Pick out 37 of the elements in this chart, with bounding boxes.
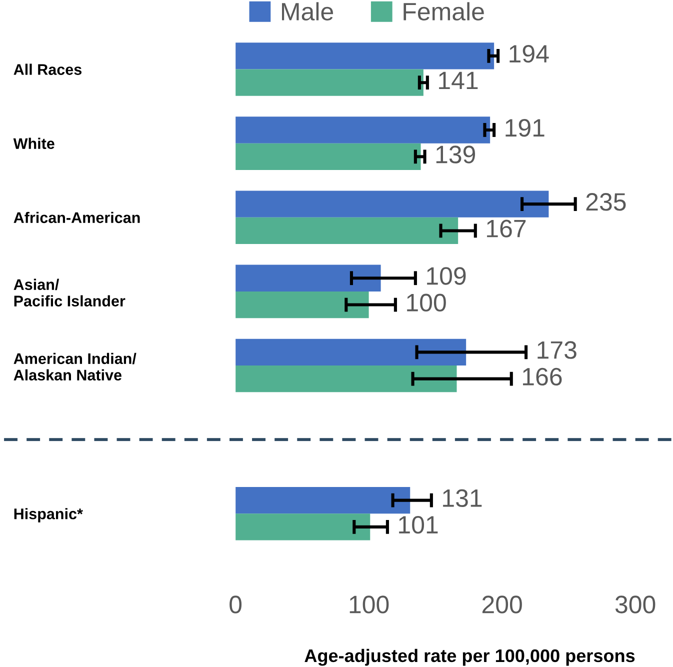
bar: [236, 190, 549, 218]
bar: [236, 514, 370, 540]
data-label: 141: [439, 72, 478, 90]
x-tick-label: 200: [482, 596, 522, 614]
x-tick-label: 300: [615, 596, 656, 614]
y-tick-label: All Races: [14, 64, 82, 75]
bar: [236, 143, 421, 170]
data-label: 101: [399, 516, 438, 534]
data-label: 100: [407, 294, 446, 312]
data-label: 131: [443, 489, 482, 508]
y-tick-label: White: [13, 138, 54, 150]
bar: [236, 116, 490, 144]
bar: [236, 69, 424, 96]
legend-label: Female: [404, 2, 484, 21]
bar: [236, 264, 381, 292]
data-label: 109: [427, 267, 466, 285]
x-axis-title: Age-adjusted rate per 100,000 persons: [304, 648, 635, 666]
bar: [236, 217, 458, 244]
data-label: 235: [586, 193, 626, 211]
data-label: 139: [436, 146, 476, 164]
bar: [236, 338, 466, 366]
data-label: 173: [538, 341, 576, 359]
y-tick-label: Asian/ Pacific Islander: [14, 278, 126, 306]
bar: [236, 486, 410, 514]
x-tick-label: 100: [350, 596, 389, 614]
y-tick-label: African-American: [14, 212, 140, 224]
bar: [236, 366, 457, 392]
legend-label: Male: [282, 2, 334, 21]
data-label: 167: [487, 220, 526, 238]
y-tick-label: American Indian/ Alaskan Native: [14, 352, 136, 381]
y-tick-label: Hispanic*: [14, 508, 83, 522]
data-label: 194: [510, 44, 549, 63]
bar: [236, 291, 369, 318]
bar: [236, 42, 494, 70]
data-label: 191: [506, 119, 544, 137]
data-label: 166: [523, 368, 562, 386]
x-tick-label: 0: [230, 596, 242, 614]
